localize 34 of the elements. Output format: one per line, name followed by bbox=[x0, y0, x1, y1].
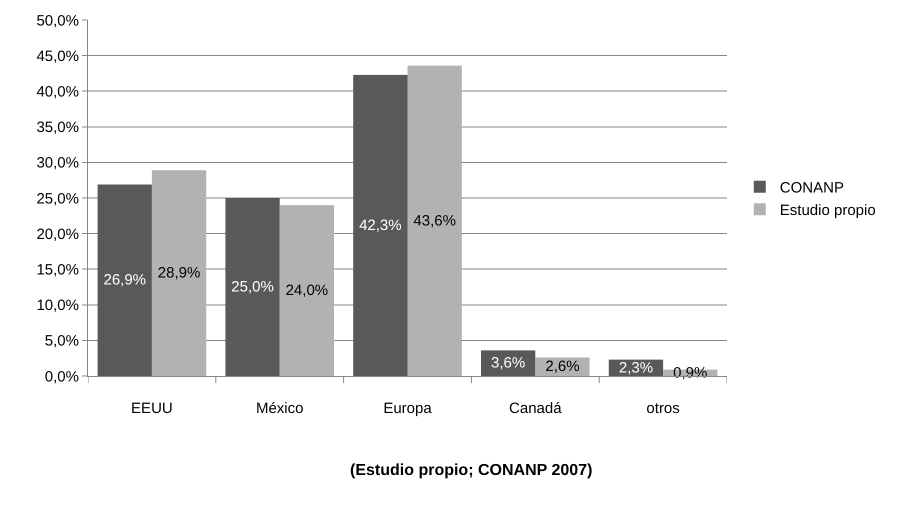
y-tick-label: 45,0% bbox=[36, 48, 79, 65]
legend-label: CONANP bbox=[780, 180, 844, 197]
data-label: 42,3% bbox=[359, 216, 402, 234]
text: (Estudio propio; CONANP 2007) bbox=[350, 462, 592, 479]
bar bbox=[98, 184, 152, 376]
x-tick-label: México bbox=[256, 400, 304, 417]
x-tick-label: otros bbox=[646, 400, 680, 417]
y-tick-label: 35,0% bbox=[36, 119, 79, 136]
y-tick-label: 0,0% bbox=[44, 368, 79, 386]
x-tick-label: EEUU bbox=[131, 400, 173, 417]
bar bbox=[280, 205, 334, 376]
y-tick-label: 40,0% bbox=[36, 83, 79, 100]
data-label: 2,6% bbox=[545, 358, 580, 376]
data-label: 2,3% bbox=[618, 359, 654, 376]
bar bbox=[225, 198, 280, 376]
y-tick-label: 20,0% bbox=[36, 226, 79, 243]
y-tick-label: 5,0% bbox=[44, 332, 79, 350]
x-tick-label: Canadá bbox=[509, 400, 562, 417]
data-label: 28,9% bbox=[158, 264, 200, 282]
y-tick-label: 50,0% bbox=[36, 12, 79, 30]
legend-label: Estudio propio bbox=[780, 202, 876, 220]
data-label: 3,6% bbox=[491, 354, 526, 372]
bar bbox=[152, 170, 206, 376]
data-label: 24,0% bbox=[286, 282, 328, 300]
data-label: 26,9% bbox=[103, 272, 146, 289]
data-label: 25,0% bbox=[231, 278, 274, 296]
y-tick-label: 15,0% bbox=[36, 261, 79, 278]
data-label: 43,6% bbox=[413, 212, 456, 230]
y-tick-label: 30,0% bbox=[36, 154, 79, 172]
y-tick-label: 25,0% bbox=[36, 190, 79, 208]
x-tick-label: Europa bbox=[383, 400, 432, 417]
bar bbox=[408, 66, 462, 376]
y-tick-label: 10,0% bbox=[36, 297, 79, 314]
bar bbox=[353, 74, 408, 376]
